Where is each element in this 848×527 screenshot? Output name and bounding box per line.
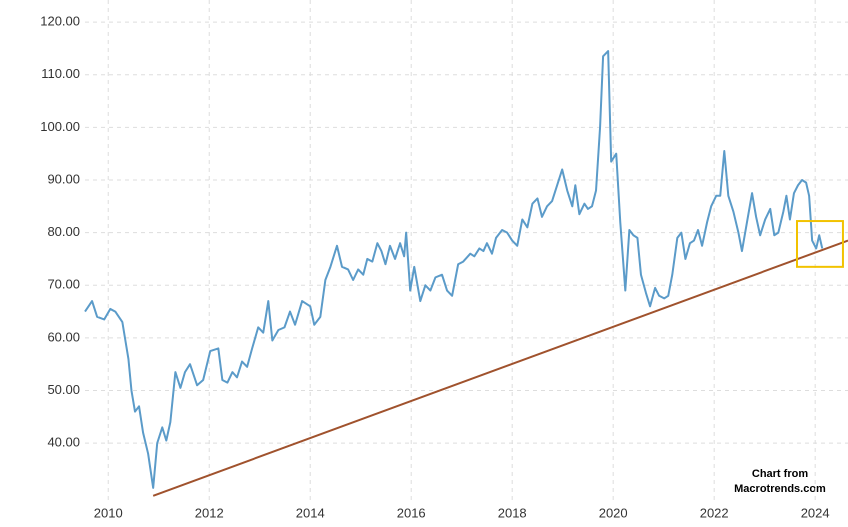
x-tick-label: 2018 (498, 505, 527, 520)
y-tick-label: 90.00 (47, 171, 80, 186)
x-tick-label: 2022 (700, 505, 729, 520)
x-tick-label: 2024 (801, 505, 830, 520)
line-series (84, 50, 824, 489)
x-tick-label: 2016 (397, 505, 426, 520)
y-tick-label: 40.00 (47, 435, 80, 450)
y-tick-label: 80.00 (47, 224, 80, 239)
y-tick-label: 70.00 (47, 277, 80, 292)
y-tick-label: 50.00 (47, 382, 80, 397)
x-tick-label: 2020 (599, 505, 628, 520)
y-tick-label: 100.00 (40, 119, 80, 134)
y-tick-label: 110.00 (41, 66, 80, 81)
x-tick-label: 2012 (195, 505, 224, 520)
trend-line (152, 239, 848, 497)
highlight-box (795, 220, 844, 268)
x-tick-label: 2010 (94, 505, 123, 520)
y-tick-label: 120.00 (40, 14, 80, 29)
x-tick-label: 2014 (296, 505, 325, 520)
source-note: Chart from (752, 468, 808, 480)
y-tick-label: 60.00 (47, 329, 80, 344)
source-note: Macrotrends.com (734, 483, 826, 495)
